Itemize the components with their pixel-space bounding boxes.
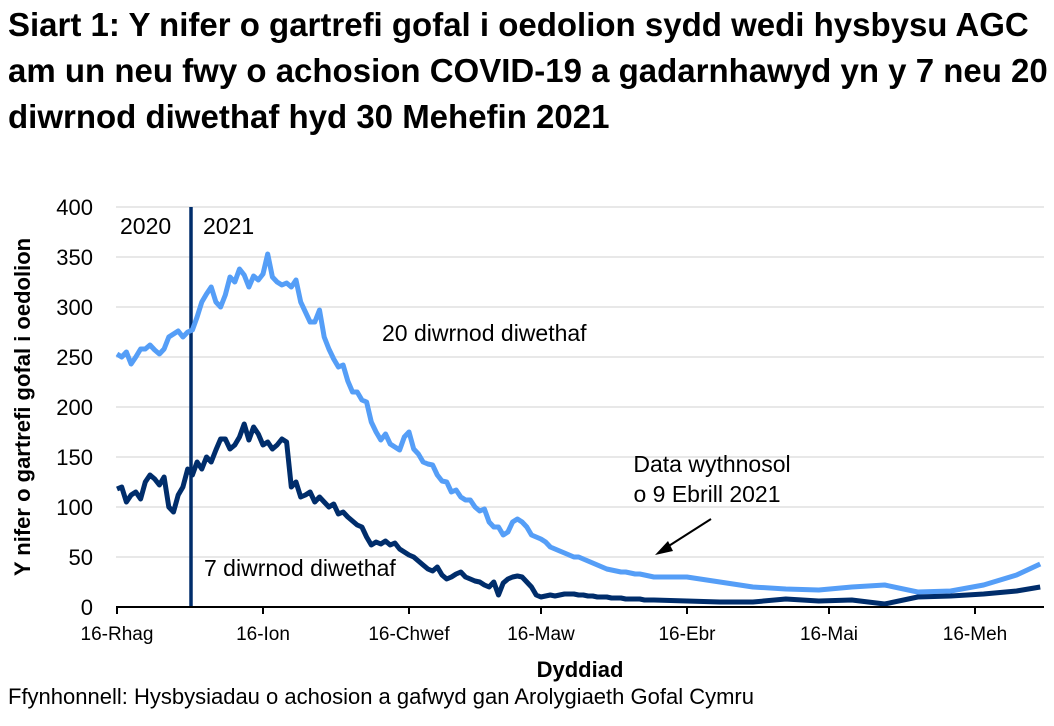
x-tick-label: 16-Ebr	[658, 624, 716, 645]
y-tick-label: 200	[56, 395, 93, 420]
chart-title: Siart 1: Y nifer o gartrefi gofal i oedo…	[8, 6, 1048, 135]
year-label-2020: 2020	[120, 213, 171, 239]
x-tick-label: 16-Ion	[236, 624, 290, 645]
year-label-2021: 2021	[203, 213, 254, 239]
y-tick-label: 0	[81, 595, 93, 620]
x-tick-label: 16-Meh	[943, 624, 1007, 645]
series-7-day-label: 7 diwrnod diwethaf	[204, 555, 396, 581]
y-axis-title: Y nifer o gartrefi gofal i oedolion	[10, 238, 35, 576]
series-20-day-line	[115, 251, 1042, 595]
x-tick-label: 16-Mai	[800, 624, 858, 645]
y-tick-label: 400	[56, 195, 93, 220]
source-note: Ffynhonnell: Hysbysiadau o achosion a ga…	[8, 684, 754, 709]
weekly-note-line1: Data wythnosol	[633, 451, 790, 477]
y-axis-ticks: 0 50 100 150 200 250 300 350 400	[56, 195, 93, 620]
x-tick-label: 16-Maw	[507, 624, 575, 645]
y-tick-label: 50	[69, 545, 93, 570]
y-tick-label: 100	[56, 495, 93, 520]
y-tick-label: 150	[56, 445, 93, 470]
series-7-day-line	[116, 421, 1041, 607]
x-axis-title: Dyddiad	[537, 657, 624, 682]
y-tick-label: 350	[56, 245, 93, 270]
weekly-note-line2: o 9 Ebrill 2021	[633, 481, 780, 507]
gridlines	[116, 206, 1044, 558]
y-tick-label: 250	[56, 345, 93, 370]
x-axis-ticks: 16-Rhag 16-Ion 16-Chwef 16-Maw 16-Ebr 16-Mai 1…	[81, 607, 1007, 645]
x-tick-label: 16-Rhag	[81, 624, 154, 645]
y-tick-label: 300	[56, 295, 93, 320]
x-tick-label: 16-Chwef	[368, 624, 450, 645]
series-20-day-label: 20 diwrnod diwethaf	[382, 320, 587, 346]
arrow-icon	[655, 518, 712, 555]
